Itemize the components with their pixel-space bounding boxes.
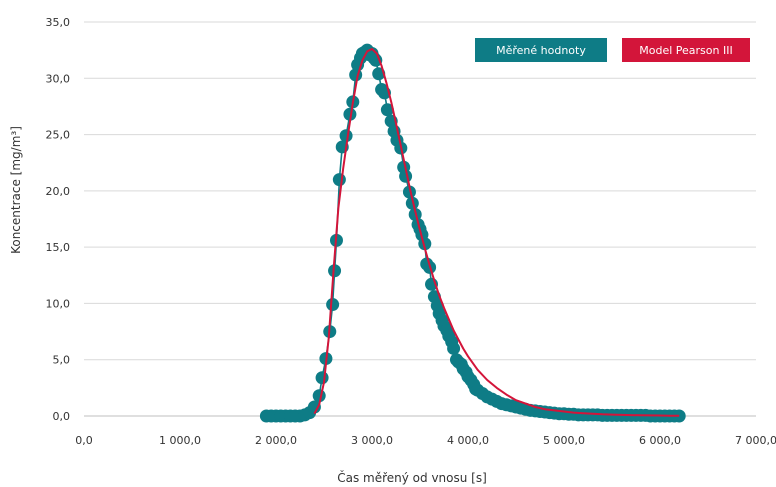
- data-point-measured: [380, 103, 394, 117]
- x-tick-label: 1 000,0: [159, 434, 201, 447]
- x-tick-label: 4 000,0: [447, 434, 489, 447]
- data-point-measured: [402, 185, 416, 199]
- y-tick-label: 30,0: [46, 72, 71, 85]
- data-point-measured: [418, 237, 432, 251]
- data-point-measured: [307, 400, 321, 414]
- y-tick-label: 5,0: [53, 354, 71, 367]
- series-line-model: [313, 48, 680, 417]
- x-tick-label: 7 000,0: [735, 434, 776, 447]
- data-point-measured: [672, 409, 686, 423]
- data-point-measured: [343, 107, 357, 121]
- x-tick-label: 6 000,0: [639, 434, 681, 447]
- y-tick-label: 20,0: [46, 185, 71, 198]
- y-tick-label: 15,0: [46, 241, 71, 254]
- legend-label-measured: Měřené hodnoty: [496, 44, 586, 57]
- data-point-measured: [339, 129, 353, 143]
- legend-label-model: Model Pearson III: [639, 44, 732, 57]
- y-tick-labels: 0,0 5,0 10,0 15,0 20,0 25,0 30,0 35,0: [46, 16, 71, 423]
- y-tick-label: 25,0: [46, 129, 71, 142]
- x-tick-labels: 0,0 1 000,0 2 000,0 3 000,0 4 000,0 5 000,0 6 …: [75, 434, 776, 447]
- legend-swatch-measured: [475, 38, 607, 62]
- gridlines: [84, 21, 756, 361]
- x-tick-label: 5 000,0: [543, 434, 585, 447]
- data-point-measured: [315, 371, 329, 385]
- y-tick-label: 0,0: [53, 410, 71, 423]
- legend-swatch-model: [622, 38, 750, 62]
- data-point-measured: [332, 173, 346, 187]
- x-tick-label: 3 000,0: [351, 434, 393, 447]
- y-tick-label: 35,0: [46, 16, 71, 29]
- y-tick-label: 10,0: [46, 297, 71, 310]
- data-point-measured: [328, 264, 342, 278]
- data-point-measured: [447, 341, 461, 355]
- x-axis-title: Čas měřený od vnosu [s]: [337, 470, 487, 485]
- y-axis-title: Koncentrace [mg/m³]: [9, 126, 23, 254]
- x-tick-label: 2 000,0: [255, 434, 297, 447]
- data-point-measured: [326, 298, 340, 312]
- legend: Měřené hodnoty Model Pearson III: [475, 38, 750, 62]
- series-layer: [259, 43, 686, 423]
- x-tick-label: 0,0: [75, 434, 93, 447]
